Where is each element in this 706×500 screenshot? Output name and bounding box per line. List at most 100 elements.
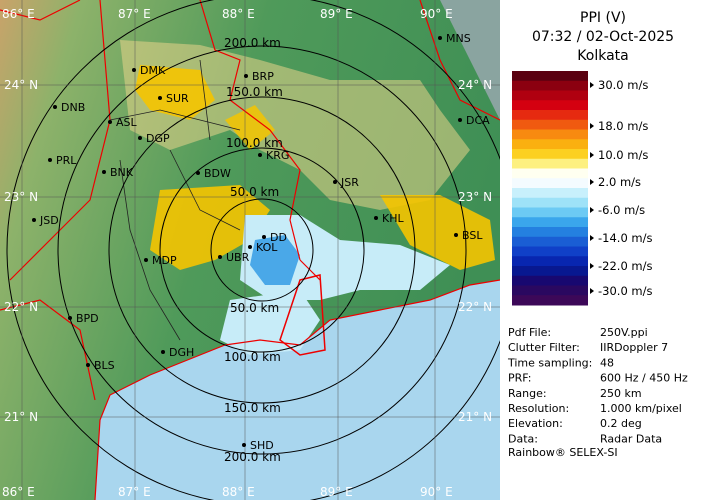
city-dot	[161, 350, 165, 354]
city-dot	[132, 68, 136, 72]
city-label: SHD	[250, 439, 274, 452]
legend-label: 10.0 m/s	[598, 148, 648, 162]
city-label: DCA	[466, 114, 490, 127]
lat-label: 24° N	[458, 78, 492, 92]
lon-label: 89° E	[320, 7, 353, 21]
color-step	[512, 168, 588, 179]
color-step	[512, 110, 588, 121]
color-step	[512, 80, 588, 91]
ring-label: 50.0 km	[230, 301, 279, 315]
color-step	[512, 275, 588, 286]
city-label: BRP	[252, 70, 274, 83]
datetime: 07:32 / 02-Oct-2025	[532, 29, 674, 45]
color-step	[512, 71, 588, 82]
districts	[109, 59, 241, 341]
color-step	[512, 90, 588, 101]
color-step	[512, 158, 588, 169]
legend-tick	[590, 235, 594, 241]
legend-label: -22.0 m/s	[598, 259, 652, 273]
city-dot	[68, 316, 72, 320]
legend-label: 30.0 m/s	[598, 78, 648, 92]
info-key: Time sampling:	[507, 356, 592, 369]
legend-label: -14.0 m/s	[598, 231, 652, 245]
city-dot	[108, 120, 112, 124]
info-value: 48	[600, 356, 614, 369]
info-value: 250 km	[600, 387, 642, 400]
echo-blue	[250, 235, 300, 285]
legend-tick	[590, 288, 594, 294]
city-label: KHL	[382, 212, 404, 225]
city-label: MNS	[446, 32, 471, 45]
info-value: 250V.ppi	[600, 326, 648, 339]
city-label: DGP	[146, 132, 170, 145]
color-step	[512, 119, 588, 130]
city-dot	[244, 74, 248, 78]
city-label: DGH	[169, 346, 194, 359]
color-step	[512, 188, 588, 199]
city-dot	[374, 216, 378, 220]
lat-label: 22° N	[4, 300, 38, 314]
lon-label: 88° E	[222, 7, 255, 21]
lon-label: 87° E	[118, 485, 151, 499]
lon-label: 86° E	[2, 7, 35, 21]
city-label: DNB	[61, 101, 85, 114]
legend-label: -30.0 m/s	[598, 284, 652, 298]
ring-labels: 200.0 km 150.0 km 100.0 km 50.0 km 50.0 …	[224, 36, 283, 464]
borders	[0, 0, 500, 401]
color-step	[512, 197, 588, 208]
city-dot	[242, 443, 246, 447]
city-dot	[48, 158, 52, 162]
info-value: Radar Data	[600, 432, 662, 445]
side-panel: PPI (V) 07:32 / 02-Oct-2025 Kolkata 30.0…	[507, 10, 688, 459]
lat-label: 23° N	[458, 190, 492, 204]
info-key: Elevation:	[508, 417, 563, 430]
color-step	[512, 295, 588, 306]
city-label: UBR	[226, 251, 250, 264]
lat-label: 22° N	[458, 300, 492, 314]
hills	[440, 0, 500, 120]
echo-weak	[120, 40, 470, 210]
echo-yellow	[225, 105, 275, 150]
info-key: Data:	[508, 432, 538, 445]
echo-yellow	[150, 185, 270, 270]
color-step	[512, 217, 588, 228]
city-label: BDW	[204, 167, 231, 180]
lon-labels: 86° E 87° E 88° E 89° E 90° E 86° E 87° …	[2, 7, 453, 499]
lat-label: 21° N	[4, 410, 38, 424]
city-dot	[438, 36, 442, 40]
lat-labels: 24° N 23° N 22° N 21° N 24° N 23° N 22° …	[4, 78, 492, 424]
city-label: BPD	[76, 312, 99, 325]
city-dot	[53, 105, 57, 109]
lat-label: 23° N	[4, 190, 38, 204]
info-table: Pdf File: 250V.ppi Clutter Filter: IIRDoppl…	[507, 326, 688, 445]
ring-label: 100.0 km	[226, 136, 283, 150]
info-value: 0.2 deg	[600, 417, 642, 430]
coastline	[94, 279, 500, 500]
city-label: JSD	[39, 214, 59, 227]
echo-lightblue	[240, 215, 450, 300]
legend-labels: 30.0 m/s 18.0 m/s 10.0 m/s 2.0 m/s -6.0 m/s -…	[590, 78, 652, 298]
color-step	[512, 178, 588, 189]
city-dot	[138, 136, 142, 140]
city-label: ASL	[116, 116, 138, 129]
color-step	[512, 207, 588, 218]
color-step	[512, 285, 588, 296]
city-label: SUR	[166, 92, 189, 105]
info-key: PRF:	[508, 372, 531, 385]
city-label: PRL	[56, 154, 77, 167]
footer: Rainbow® SELEX-SI	[508, 446, 618, 459]
station: Kolkata	[577, 48, 628, 64]
city-dot	[262, 235, 266, 239]
city-dot	[144, 258, 148, 262]
city-dot	[454, 233, 458, 237]
info-value: 600 Hz / 450 Hz	[600, 372, 688, 385]
city-dot	[102, 170, 106, 174]
city-dot	[196, 171, 200, 175]
info-key: Range:	[508, 387, 547, 400]
lon-label: 86° E	[2, 485, 35, 499]
color-step	[512, 227, 588, 238]
color-step	[512, 236, 588, 247]
graticule	[0, 0, 500, 500]
city-label: DMK	[140, 64, 166, 77]
